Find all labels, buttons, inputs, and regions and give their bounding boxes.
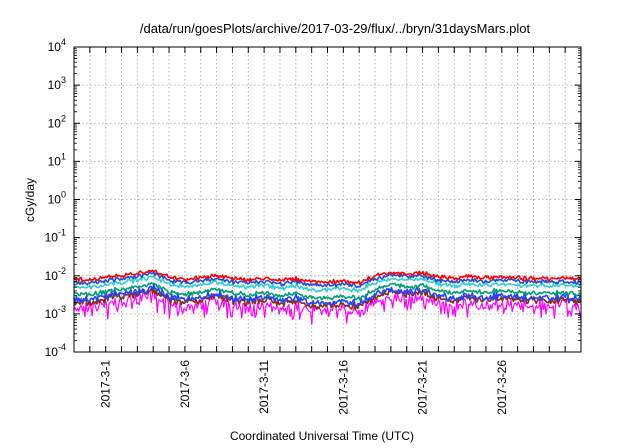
- y-tick-base: 10: [48, 78, 62, 92]
- y-tick-exponent: -1: [58, 228, 66, 238]
- y-tick-exponent: 4: [61, 37, 66, 47]
- y-tick-exponent: -4: [58, 342, 66, 352]
- y-tick-label: 10-3: [45, 304, 66, 321]
- series-line-3: [73, 283, 582, 307]
- x-tick-label: 2017-3-1: [99, 360, 113, 408]
- y-tick-exponent: -3: [58, 304, 66, 314]
- y-tick-base: 10: [48, 40, 62, 54]
- y-tick-base: 10: [45, 345, 59, 359]
- x-tick-label: 2017-3-21: [416, 360, 430, 415]
- y-tick-label: 103: [48, 75, 66, 92]
- y-tick-base: 10: [48, 116, 62, 130]
- y-tick-exponent: 3: [61, 75, 66, 85]
- y-tick-label: 10-1: [45, 228, 66, 245]
- x-tick-label: 2017-3-16: [336, 360, 350, 415]
- series-line-5: [73, 275, 582, 293]
- series-line-7: [73, 269, 582, 286]
- y-tick-label: 104: [48, 37, 66, 54]
- y-tick-label: 101: [48, 151, 66, 168]
- x-tick-labels: 2017-3-1 2017-3-6 2017-3-11 2017-3-16 2017-3…: [99, 360, 509, 415]
- x-axis-label: Coordinated Universal Time (UTC): [230, 429, 414, 443]
- y-tick-exponent: 2: [61, 113, 66, 123]
- series-line-6: [73, 271, 582, 289]
- series-line-4: [73, 282, 582, 301]
- data-series: [73, 269, 582, 326]
- y-tick-label: 10-2: [45, 266, 66, 283]
- grid-lines: [74, 47, 581, 352]
- x-tick-label: 2017-3-6: [178, 360, 192, 408]
- x-tick-label: 2017-3-26: [495, 360, 509, 415]
- y-tick-base: 10: [45, 307, 59, 321]
- chart-title: /data/run/goesPlots/archive/2017-03-29/f…: [140, 21, 531, 36]
- axis-ticks: [74, 46, 581, 353]
- y-axis-label: cGy/day: [23, 178, 37, 222]
- y-tick-base: 10: [48, 154, 62, 168]
- y-tick-base: 10: [45, 269, 59, 283]
- y-tick-label: 10-4: [45, 342, 66, 359]
- y-tick-base: 10: [48, 193, 62, 207]
- y-tick-base: 10: [45, 231, 59, 245]
- y-tick-exponent: -2: [58, 266, 66, 276]
- y-tick-label: 100: [48, 190, 66, 207]
- y-tick-label: 102: [48, 113, 66, 130]
- y-tick-exponent: 1: [61, 151, 66, 161]
- y-tick-exponent: 0: [61, 190, 66, 200]
- x-tick-label: 2017-3-11: [257, 360, 271, 414]
